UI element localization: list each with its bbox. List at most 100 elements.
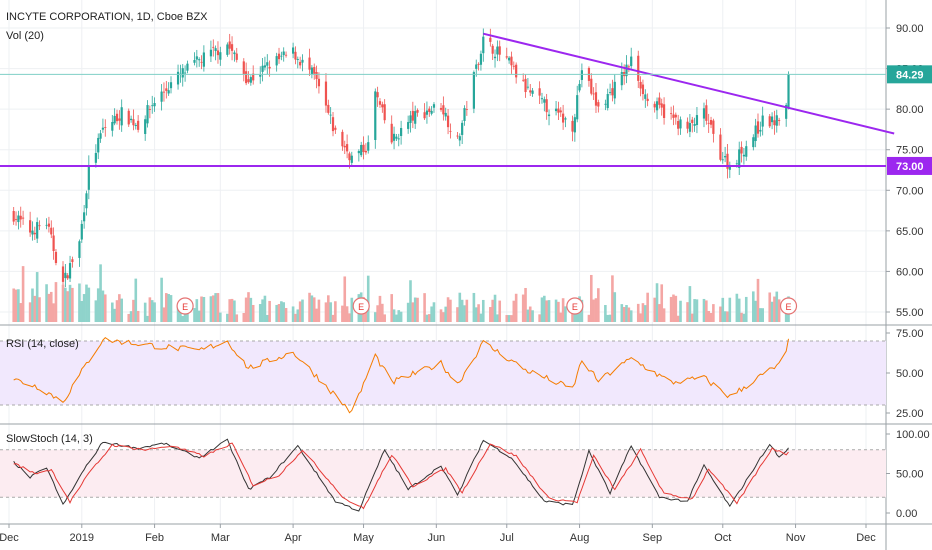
volume-bar bbox=[21, 266, 25, 322]
candle-body bbox=[604, 103, 607, 105]
stoch-k-line bbox=[13, 438, 789, 512]
volume-bar bbox=[543, 295, 546, 322]
volume-bar bbox=[524, 287, 527, 322]
candle-body bbox=[515, 64, 518, 78]
y-tick-label: 25.00 bbox=[896, 408, 924, 420]
volume-bar bbox=[127, 313, 131, 322]
candle-body bbox=[562, 113, 565, 123]
volume-bar bbox=[383, 314, 386, 322]
candle-body bbox=[364, 150, 367, 153]
candle-body bbox=[773, 120, 776, 126]
volume-bar bbox=[481, 299, 485, 322]
volume-bar bbox=[258, 304, 262, 322]
volume-bar bbox=[606, 314, 610, 322]
volume-bar bbox=[376, 305, 379, 322]
volume-bar bbox=[261, 299, 264, 322]
candle-body bbox=[686, 121, 689, 129]
volume-bar bbox=[620, 304, 624, 322]
volume-bar bbox=[136, 310, 140, 322]
candle-body bbox=[209, 49, 213, 57]
earnings-marker-label: E bbox=[786, 302, 792, 312]
candle-body bbox=[165, 88, 168, 91]
candle-body bbox=[134, 124, 137, 127]
y-tick-label: 55.00 bbox=[896, 307, 924, 319]
volume-bar bbox=[474, 307, 478, 322]
volume-bar bbox=[200, 296, 203, 322]
volume-bar bbox=[641, 303, 645, 322]
volume-bar bbox=[120, 298, 124, 322]
candle-body bbox=[137, 120, 140, 130]
candle-body bbox=[120, 107, 123, 126]
volume-bar bbox=[82, 294, 86, 322]
volume-bar bbox=[702, 298, 706, 322]
candle-body bbox=[578, 83, 581, 91]
volume-bar bbox=[230, 298, 234, 322]
volume-bar bbox=[636, 303, 640, 322]
volume-bar bbox=[557, 301, 560, 322]
x-tick-label: Aug bbox=[570, 532, 590, 544]
volume-bar bbox=[735, 293, 739, 322]
candle-body bbox=[510, 56, 513, 66]
candle-body bbox=[594, 92, 598, 106]
volume-bar bbox=[646, 292, 649, 322]
candle-body bbox=[742, 154, 746, 157]
volume-bar bbox=[390, 294, 394, 322]
volume-bar bbox=[111, 302, 114, 322]
volume-bar bbox=[416, 297, 419, 322]
volume-bar bbox=[427, 314, 431, 322]
volume-bar bbox=[228, 299, 232, 322]
volume-bar bbox=[726, 311, 729, 322]
candle-body bbox=[54, 251, 58, 264]
candle-body bbox=[296, 59, 299, 60]
candle-body bbox=[151, 105, 154, 107]
candle-body bbox=[637, 55, 640, 81]
volume-bar bbox=[458, 292, 462, 322]
candle-body bbox=[425, 110, 429, 115]
volume-bar bbox=[564, 306, 567, 322]
candle-body bbox=[284, 54, 288, 56]
x-tick-label: Sep bbox=[643, 532, 663, 544]
candle-body bbox=[357, 150, 360, 154]
volume-bar bbox=[324, 302, 328, 322]
candle-body bbox=[360, 144, 363, 156]
volume-bar bbox=[33, 295, 37, 322]
volume-bar bbox=[61, 284, 65, 322]
volume-bar bbox=[676, 315, 680, 322]
candle-body bbox=[341, 131, 344, 147]
candle-body bbox=[101, 127, 105, 130]
candle-body bbox=[395, 136, 398, 139]
candle-body bbox=[707, 122, 710, 124]
volume-bar bbox=[143, 302, 147, 322]
candle-body bbox=[78, 241, 81, 258]
volume-bar bbox=[674, 295, 678, 322]
candle-body bbox=[315, 72, 318, 79]
candle-body bbox=[446, 115, 450, 128]
candle-body bbox=[292, 47, 295, 54]
volume-bar bbox=[432, 302, 436, 322]
candle-body bbox=[242, 61, 245, 75]
volume-bar bbox=[284, 307, 288, 322]
y-tick-label: 60.00 bbox=[896, 266, 924, 278]
candle-body bbox=[529, 90, 532, 93]
candle-body bbox=[263, 65, 267, 68]
candle-body bbox=[378, 101, 382, 105]
candle-body bbox=[627, 66, 630, 68]
volume-bar bbox=[409, 280, 412, 322]
candle-body bbox=[198, 59, 201, 61]
volume-bar bbox=[512, 300, 516, 322]
volume-bar bbox=[737, 298, 741, 322]
candle-body bbox=[646, 98, 649, 102]
candle-body bbox=[282, 51, 285, 56]
candle-body bbox=[83, 212, 86, 222]
candle-body bbox=[50, 227, 53, 235]
candle-body bbox=[590, 78, 593, 94]
volume-bar bbox=[183, 311, 187, 322]
candlesticks bbox=[12, 28, 790, 289]
volume-bar bbox=[472, 292, 476, 322]
candle-body bbox=[252, 73, 255, 81]
candle-body bbox=[728, 164, 731, 170]
candle-body bbox=[456, 135, 459, 137]
volume-bar bbox=[399, 311, 403, 322]
volume-bar bbox=[498, 300, 502, 322]
